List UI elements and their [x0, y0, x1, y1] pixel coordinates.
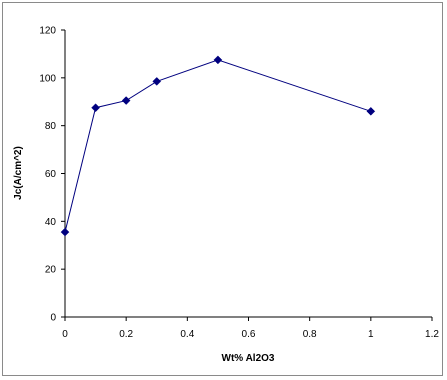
- x-tick-label: 0.8: [303, 329, 317, 340]
- x-tick-label: 1.2: [425, 329, 439, 340]
- y-axis-title: Jc(A/cm^2): [13, 146, 24, 200]
- y-tick-label: 20: [45, 265, 57, 276]
- data-point: [152, 77, 162, 86]
- y-tick-label: 60: [45, 169, 57, 180]
- data-point: [60, 227, 70, 237]
- data-point: [213, 55, 223, 65]
- chart-axes: [64, 30, 432, 318]
- x-axis-title: Wt% Al2O3: [222, 353, 275, 364]
- x-tick-label: 0: [62, 329, 68, 340]
- data-point: [91, 103, 100, 113]
- series-line: [64, 59, 371, 233]
- x-tick-label: 0.2: [119, 329, 133, 340]
- y-tick-label: 120: [39, 26, 56, 37]
- data-point: [366, 106, 376, 116]
- y-ticks: 0 20 40 60 80 100 120: [39, 26, 65, 324]
- data-point: [121, 96, 131, 105]
- y-tick-label: 0: [50, 313, 56, 324]
- y-tick-label: 100: [39, 73, 56, 84]
- x-ticks: 0 0.2 0.4 0.6 0.8 1 1.2: [62, 317, 439, 340]
- x-tick-label: 0.6: [242, 329, 256, 340]
- series-group: [60, 55, 376, 237]
- x-tick-label: 1: [368, 329, 374, 340]
- y-tick-label: 80: [45, 121, 57, 132]
- y-tick-label: 40: [45, 217, 57, 228]
- x-tick-label: 0.4: [180, 329, 194, 340]
